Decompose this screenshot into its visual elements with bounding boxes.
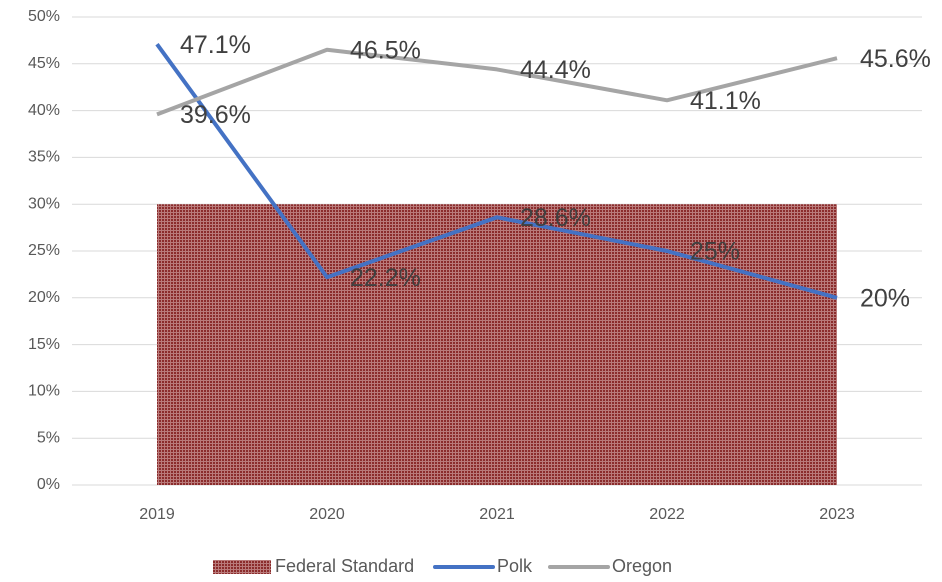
y-tick-label: 40% xyxy=(28,102,60,119)
data-label: 46.5% xyxy=(350,36,421,64)
y-tick-label: 25% xyxy=(28,242,60,259)
y-tick-label: 10% xyxy=(28,383,60,400)
y-tick-label: 30% xyxy=(28,195,60,212)
line xyxy=(156,47,838,117)
y-tick-label: 15% xyxy=(28,336,60,353)
x-tick-label: 2019 xyxy=(139,506,175,523)
data-label: 39.6% xyxy=(180,101,251,129)
y-tick-label: 20% xyxy=(28,289,60,306)
data-label: 45.6% xyxy=(860,45,931,73)
legend-swatch xyxy=(213,560,271,574)
line xyxy=(155,42,838,300)
legend-label: Federal Standard xyxy=(275,556,414,576)
x-tick-label: 2021 xyxy=(479,506,515,523)
y-tick-label: 45% xyxy=(28,55,60,72)
data-label: 47.1% xyxy=(180,31,251,59)
data-label: 20% xyxy=(860,284,910,312)
x-tick-label: 2023 xyxy=(819,506,855,523)
y-tick-label: 0% xyxy=(37,476,60,493)
data-label: 22.2% xyxy=(350,264,421,292)
y-tick-label: 5% xyxy=(37,429,60,446)
legend-label: Oregon xyxy=(612,556,672,576)
data-label: 25% xyxy=(690,238,740,266)
x-tick-label: 2022 xyxy=(649,506,685,523)
x-tick-label: 2020 xyxy=(309,506,345,523)
data-label: 28.6% xyxy=(520,204,591,232)
legend-label: Polk xyxy=(497,556,533,576)
y-tick-label: 35% xyxy=(28,149,60,166)
data-label: 41.1% xyxy=(690,87,761,115)
y-tick-label: 50% xyxy=(28,8,60,25)
data-label: 44.4% xyxy=(520,56,591,84)
